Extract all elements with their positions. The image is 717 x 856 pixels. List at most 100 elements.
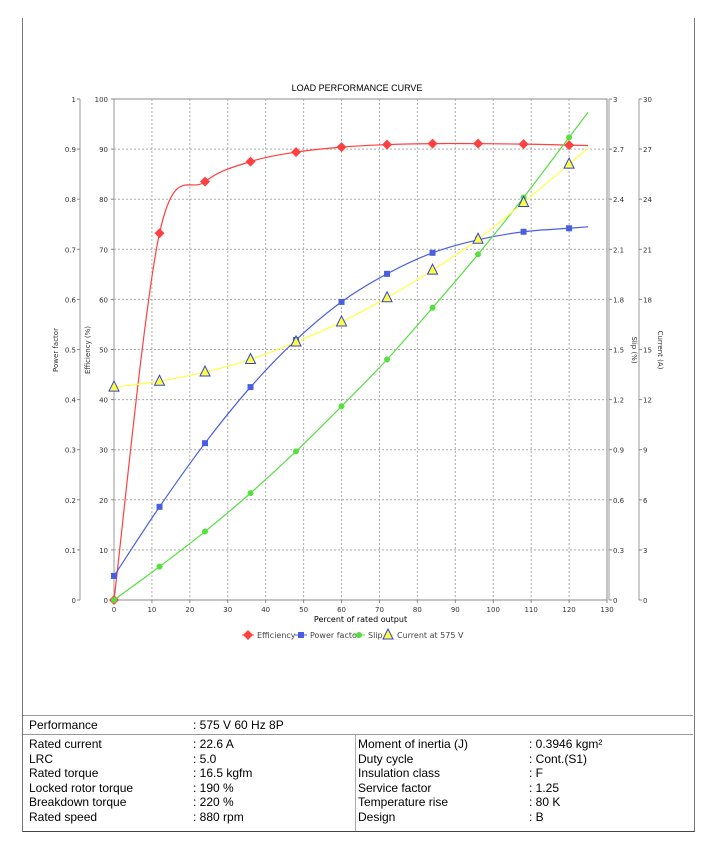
current-tick-label: 18 bbox=[643, 296, 652, 304]
current-tick-label: 6 bbox=[643, 497, 648, 505]
spec-value: : 80 K bbox=[529, 795, 561, 810]
plot-area bbox=[113, 98, 608, 601]
report-frame bbox=[22, 18, 695, 832]
data-point-diamond bbox=[382, 139, 393, 150]
power_factor-tick-label: 0.6 bbox=[65, 296, 77, 304]
efficiency-tick-label: 100 bbox=[95, 96, 108, 104]
data-point-circle bbox=[111, 597, 117, 603]
data-point-triangle bbox=[244, 352, 257, 365]
spec-value: : F bbox=[529, 766, 543, 781]
performance-value: : 575 V 60 Hz 8P bbox=[193, 718, 284, 732]
data-point-triangle bbox=[426, 263, 439, 275]
legend-marker-square bbox=[298, 632, 304, 638]
data-point-square bbox=[338, 298, 345, 305]
data-point-diamond bbox=[518, 139, 529, 150]
data-point-triangle bbox=[290, 334, 302, 347]
x-tick-label: 20 bbox=[185, 606, 194, 614]
slip-tick-label: 0 bbox=[613, 597, 617, 605]
slip-tick-label: 0.9 bbox=[613, 447, 624, 455]
legend-marker-diamond bbox=[243, 630, 253, 640]
slip-tick-label: 2.1 bbox=[613, 246, 624, 254]
spec-label: Rated current bbox=[29, 737, 102, 751]
power_factor-axis-title: Power factor bbox=[52, 328, 60, 372]
slip-tick-label: 3 bbox=[613, 96, 617, 104]
current-tick-label: 12 bbox=[643, 397, 652, 405]
data-point-circle bbox=[566, 134, 573, 141]
x-tick-label: 30 bbox=[223, 606, 232, 614]
table-divider bbox=[355, 734, 356, 831]
current-tick-label: 0 bbox=[643, 597, 647, 605]
data-point-triangle bbox=[381, 290, 393, 303]
x-tick-label: 90 bbox=[451, 606, 460, 614]
power_factor-tick-label: 0.8 bbox=[65, 196, 76, 204]
spec-label: Moment of inertia (J) bbox=[358, 737, 469, 751]
legend-marker-circle bbox=[356, 632, 362, 638]
data-point-square bbox=[429, 249, 436, 256]
current-tick-label: 21 bbox=[643, 246, 652, 254]
current-tick-label: 3 bbox=[643, 547, 647, 555]
x-tick-label: 70 bbox=[375, 606, 384, 614]
power_factor-tick-label: 0.5 bbox=[65, 347, 76, 355]
data-point-square bbox=[111, 572, 117, 579]
current-tick-label: 24 bbox=[643, 196, 652, 204]
legend-marker-triangle bbox=[382, 627, 394, 640]
efficiency-tick-label: 60 bbox=[99, 296, 108, 304]
x-tick-label: 120 bbox=[562, 606, 575, 614]
data-point-triangle bbox=[472, 232, 484, 244]
data-point-circle bbox=[338, 403, 345, 410]
slip-tick-label: 0.3 bbox=[613, 547, 624, 555]
slip-tick-label: 1.2 bbox=[613, 397, 624, 405]
performance-row: Performance : 575 V 60 Hz 8P bbox=[23, 715, 693, 735]
slip-tick-label: 0.6 bbox=[613, 497, 625, 505]
x-tick-label: 50 bbox=[299, 606, 308, 614]
spec-label: Temperature rise bbox=[358, 795, 449, 810]
spec-value: : 0.3946 kgm² bbox=[529, 737, 603, 751]
data-point-diamond bbox=[473, 138, 484, 149]
x-tick-label: 80 bbox=[413, 606, 422, 614]
data-point-square bbox=[384, 270, 391, 277]
data-point-circle bbox=[429, 304, 436, 311]
x-tick-label: 100 bbox=[487, 606, 500, 614]
power_factor-tick-label: 0.9 bbox=[65, 146, 76, 154]
power_factor-tick-label: 1 bbox=[72, 96, 76, 104]
x-axis-label: Percent of rated output bbox=[314, 615, 407, 624]
legend-label: Slip bbox=[368, 631, 383, 640]
efficiency-tick-label: 30 bbox=[99, 447, 108, 455]
efficiency-tick-label: 20 bbox=[99, 497, 108, 505]
power_factor-tick-label: 0.3 bbox=[65, 447, 76, 455]
efficiency-tick-label: 80 bbox=[99, 196, 108, 204]
spec-value: : 1.25 bbox=[529, 780, 560, 795]
spec-value: : 5.0 bbox=[193, 751, 217, 766]
x-tick-label: 60 bbox=[337, 606, 346, 614]
x-tick-label: 110 bbox=[524, 606, 537, 614]
legend-label: Power factor bbox=[310, 631, 361, 640]
current-tick-label: 15 bbox=[643, 347, 652, 355]
data-point-circle bbox=[384, 356, 391, 363]
slip-tick-label: 2.4 bbox=[613, 196, 625, 204]
data-point-triangle bbox=[563, 157, 575, 169]
spec-value: : Cont.(S1) bbox=[529, 751, 588, 766]
spec-label: Design bbox=[358, 810, 396, 824]
power_factor-tick-label: 0.1 bbox=[65, 547, 76, 555]
spec-label: Duty cycle bbox=[358, 751, 414, 766]
data-point-diamond bbox=[291, 147, 302, 158]
power_factor-tick-label: 0.2 bbox=[65, 497, 76, 505]
spec-label: Service factor bbox=[358, 780, 432, 795]
spec-label: Rated torque bbox=[29, 766, 99, 781]
chart-title: LOAD PERFORMANCE CURVE bbox=[292, 83, 423, 93]
spec-value: : B bbox=[529, 810, 544, 824]
current-tick-label: 30 bbox=[643, 96, 652, 104]
slip-axis-title: Slip (%) bbox=[630, 336, 638, 363]
data-point-diamond bbox=[154, 228, 165, 239]
data-point-circle bbox=[156, 563, 163, 570]
efficiency-tick-label: 0 bbox=[104, 597, 108, 605]
data-point-circle bbox=[247, 490, 254, 497]
data-point-diamond bbox=[564, 140, 575, 151]
data-point-circle bbox=[202, 528, 209, 535]
data-point-diamond bbox=[336, 142, 347, 153]
spec-label: Breakdown torque bbox=[29, 795, 127, 810]
spec-table: Rated current: 22.6 A LRC: 5.0 Rated torqu… bbox=[23, 734, 693, 830]
spec-value: : 220 % bbox=[193, 795, 234, 810]
current-axis-title: Current (A) bbox=[656, 331, 664, 370]
